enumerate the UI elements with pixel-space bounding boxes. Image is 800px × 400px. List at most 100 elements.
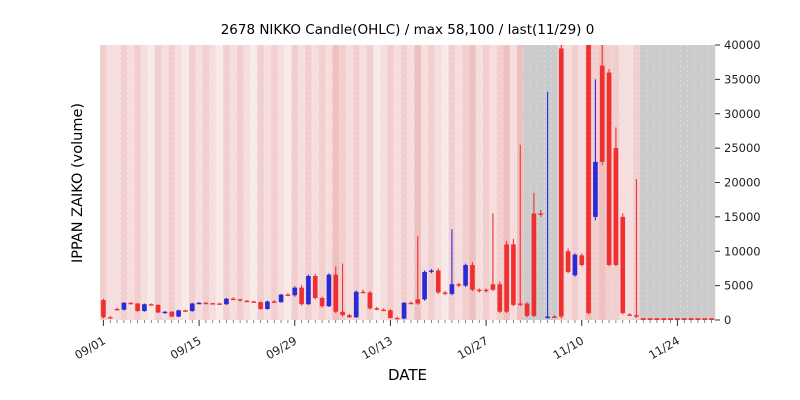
candle-body [101, 300, 106, 318]
candle-body [285, 294, 291, 296]
y-tick-label: 35000 [724, 72, 761, 86]
candle-body [504, 244, 509, 312]
day-band [469, 45, 477, 320]
day-band [571, 45, 579, 320]
candle-body [381, 309, 386, 312]
candle-body [531, 213, 537, 316]
x-tick-label: 09/29 [264, 333, 300, 362]
day-band [482, 45, 490, 320]
x-tick-label: 10/27 [455, 333, 491, 362]
zero-marker [647, 318, 653, 320]
day-band [687, 45, 695, 320]
candle-body [415, 299, 421, 304]
candle-body [244, 300, 250, 303]
day-band [250, 45, 258, 320]
candle-body [470, 265, 475, 290]
x-tick-label: 09/15 [168, 333, 204, 362]
day-band [564, 45, 572, 320]
day-band [441, 45, 449, 320]
day-band [489, 45, 497, 320]
day-band [708, 45, 716, 320]
y-tick-label: 40000 [724, 38, 761, 52]
x-tick-label: 11/24 [646, 333, 682, 362]
candle-body [128, 302, 134, 305]
candle-body [388, 310, 393, 318]
day-band [510, 45, 518, 320]
candle-body [627, 314, 632, 316]
candle-body [593, 161, 598, 217]
day-band [141, 45, 149, 320]
day-band [298, 45, 306, 320]
y-tick-label: 0 [724, 313, 731, 327]
candle-body [196, 302, 202, 305]
day-band [270, 45, 278, 320]
zero-marker [668, 318, 673, 320]
x-tick-label: 09/01 [72, 333, 108, 362]
candle-body [210, 303, 216, 305]
day-band [195, 45, 203, 320]
candle-body [251, 301, 257, 303]
day-band [674, 45, 682, 320]
candle-body [586, 45, 591, 314]
day-band [503, 45, 511, 320]
day-band [414, 45, 422, 320]
candle-body [558, 48, 564, 317]
day-band [120, 45, 128, 320]
day-band [175, 45, 183, 320]
candle-body [599, 65, 605, 162]
day-band [694, 45, 702, 320]
day-band [626, 45, 634, 320]
day-band [264, 45, 272, 320]
day-band [291, 45, 299, 320]
candle-body [620, 216, 626, 314]
day-band [619, 45, 627, 320]
day-band [475, 45, 483, 320]
day-band [346, 45, 354, 320]
day-band [305, 45, 313, 320]
candle-body [456, 284, 462, 286]
candle-body [435, 270, 441, 293]
candle-body [189, 303, 195, 312]
day-band [380, 45, 388, 320]
day-band [639, 45, 647, 320]
zero-marker [681, 318, 687, 320]
day-band [113, 45, 121, 320]
day-band [598, 45, 606, 320]
x-tick-label: 10/13 [359, 333, 395, 362]
day-band [311, 45, 319, 320]
day-band [352, 45, 360, 320]
day-band [701, 45, 709, 320]
day-band [387, 45, 395, 320]
candle-body [374, 308, 380, 310]
day-band [551, 45, 559, 320]
day-band [147, 45, 155, 320]
candle-body [538, 213, 544, 215]
zero-marker [688, 318, 694, 320]
day-band [359, 45, 367, 320]
candle-body [517, 303, 523, 305]
zero-marker [654, 318, 660, 320]
day-band [168, 45, 176, 320]
day-band [530, 45, 538, 320]
candle-body [401, 302, 407, 319]
candle-body [476, 289, 482, 292]
day-band [646, 45, 654, 320]
day-band [366, 45, 374, 320]
day-band [325, 45, 333, 320]
candle-body [463, 265, 468, 286]
candle-body [135, 303, 140, 312]
y-tick-label: 15000 [724, 210, 761, 224]
day-band [462, 45, 470, 320]
day-band [421, 45, 429, 320]
candle-body [312, 276, 318, 298]
y-tick-label: 30000 [724, 107, 761, 121]
candle-body [326, 274, 332, 307]
day-band [496, 45, 504, 320]
candle-body [217, 303, 222, 305]
candle-body [524, 303, 530, 316]
zero-marker [695, 318, 701, 320]
candle-body [121, 302, 127, 310]
candle-body [224, 298, 229, 305]
day-band [523, 45, 531, 320]
day-band [339, 45, 347, 320]
